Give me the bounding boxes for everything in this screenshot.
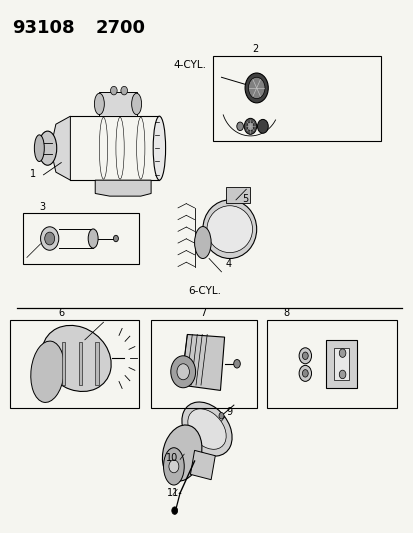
Text: 9: 9 (226, 407, 233, 417)
Circle shape (40, 227, 59, 250)
Bar (266, 320, 396, 408)
Polygon shape (190, 450, 215, 480)
Ellipse shape (42, 326, 111, 391)
Polygon shape (181, 335, 224, 390)
Text: 6-CYL.: 6-CYL. (188, 286, 221, 296)
Circle shape (170, 356, 195, 388)
Circle shape (338, 349, 345, 357)
Circle shape (299, 366, 311, 382)
Ellipse shape (131, 93, 141, 115)
Circle shape (113, 236, 118, 241)
Text: 7: 7 (199, 308, 206, 318)
Circle shape (301, 370, 308, 377)
Circle shape (236, 122, 243, 131)
FancyBboxPatch shape (325, 340, 356, 388)
Circle shape (338, 370, 345, 378)
Circle shape (244, 118, 256, 134)
Circle shape (218, 413, 223, 419)
Text: 1: 1 (30, 168, 36, 179)
FancyBboxPatch shape (95, 342, 98, 385)
Bar (10, 320, 138, 408)
Ellipse shape (38, 131, 57, 165)
Circle shape (247, 122, 253, 131)
Text: 3: 3 (39, 201, 45, 212)
Ellipse shape (162, 425, 202, 481)
Circle shape (257, 119, 268, 133)
Ellipse shape (94, 93, 104, 115)
FancyBboxPatch shape (99, 92, 136, 116)
Polygon shape (95, 180, 151, 196)
Ellipse shape (206, 206, 252, 253)
Circle shape (171, 507, 177, 514)
Circle shape (176, 364, 189, 380)
Ellipse shape (34, 135, 44, 161)
Bar (151, 320, 256, 408)
Circle shape (299, 348, 311, 364)
Text: 4: 4 (225, 259, 231, 269)
Ellipse shape (202, 200, 256, 259)
Ellipse shape (188, 409, 225, 449)
Circle shape (301, 352, 308, 360)
FancyBboxPatch shape (334, 348, 348, 379)
Ellipse shape (88, 229, 98, 248)
Text: 10: 10 (165, 453, 178, 463)
Ellipse shape (31, 341, 64, 402)
Bar (213, 56, 380, 141)
Text: 8: 8 (283, 308, 289, 318)
Ellipse shape (153, 116, 165, 180)
Text: 6: 6 (58, 308, 64, 318)
Circle shape (169, 460, 178, 473)
Ellipse shape (194, 227, 211, 259)
FancyBboxPatch shape (62, 342, 65, 385)
Text: 93108: 93108 (12, 19, 75, 37)
Ellipse shape (181, 402, 232, 456)
Text: 5: 5 (242, 193, 248, 204)
Circle shape (110, 86, 117, 95)
Bar (23, 213, 138, 264)
FancyBboxPatch shape (225, 187, 250, 203)
FancyBboxPatch shape (78, 342, 82, 385)
Text: 4-CYL.: 4-CYL. (173, 60, 206, 70)
Circle shape (244, 73, 268, 103)
Polygon shape (52, 116, 70, 180)
Text: 11-: 11- (166, 488, 182, 498)
Circle shape (121, 86, 127, 95)
Circle shape (248, 77, 264, 99)
Text: 2700: 2700 (95, 19, 145, 37)
Circle shape (233, 359, 240, 368)
Text: 2: 2 (252, 44, 258, 54)
Ellipse shape (163, 448, 184, 485)
Circle shape (45, 232, 55, 245)
